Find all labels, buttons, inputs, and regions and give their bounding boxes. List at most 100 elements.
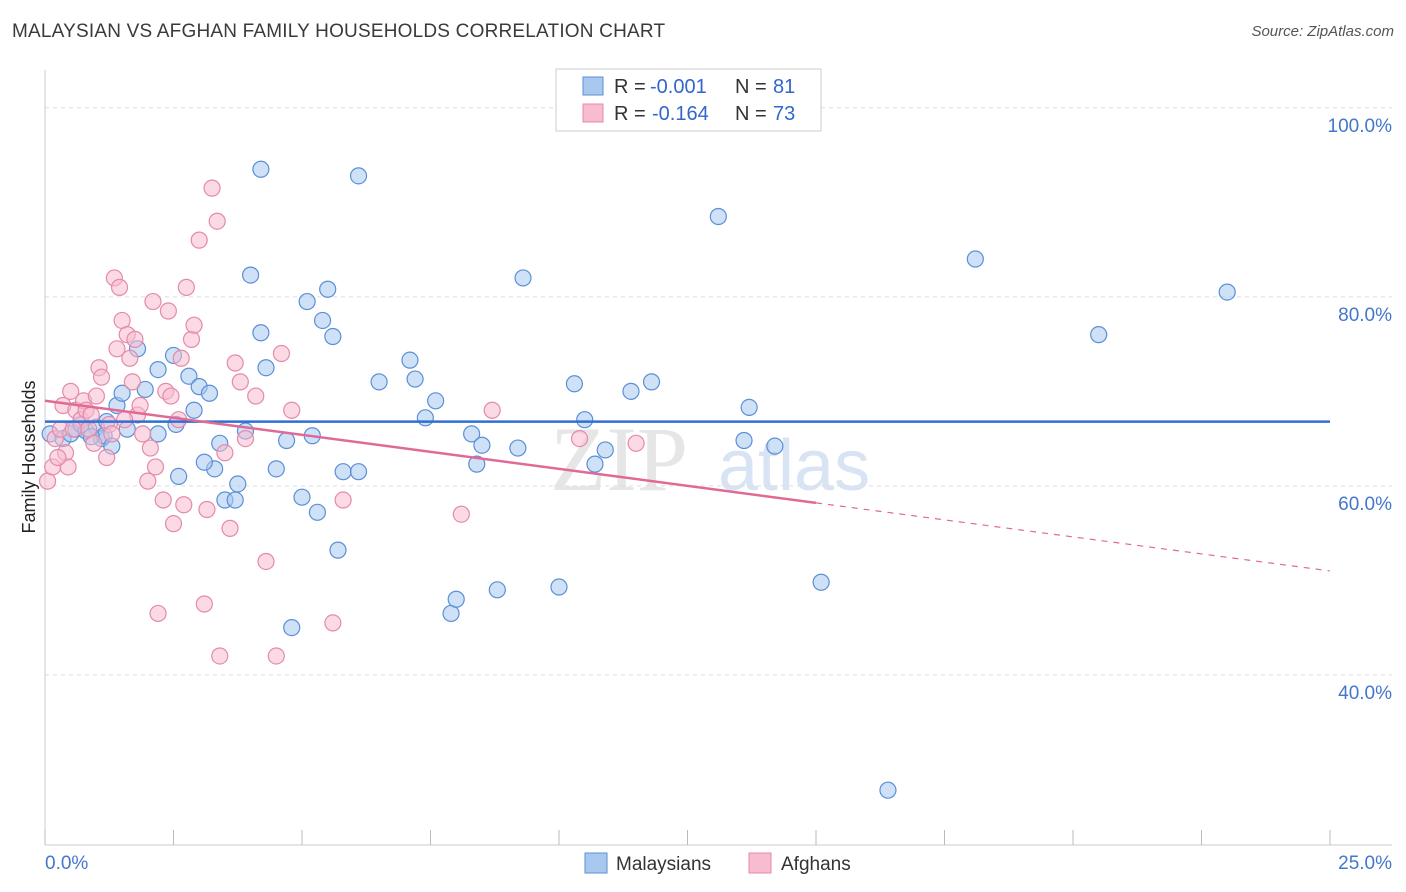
afghan-point bbox=[221, 519, 239, 537]
bottom-legend-label-malaysians: Malaysians bbox=[616, 854, 711, 875]
afghan-point bbox=[131, 396, 149, 415]
afghan-point bbox=[141, 439, 159, 457]
x-tick-label-min: 0.0% bbox=[45, 853, 88, 874]
afghan-point bbox=[203, 179, 221, 197]
bottom-legend-swatch-malaysians bbox=[584, 852, 608, 874]
malaysian-point bbox=[596, 441, 614, 459]
afghan-point bbox=[98, 448, 116, 467]
afghan-point bbox=[162, 387, 180, 405]
afghan-point bbox=[324, 614, 342, 632]
malaysian-point bbox=[642, 373, 661, 391]
y-tick-labels: 40.0% 60.0% 80.0% 100.0% bbox=[1328, 116, 1393, 704]
malaysian-point bbox=[308, 503, 327, 521]
afghan-point bbox=[103, 425, 121, 443]
malaysian-point bbox=[293, 488, 311, 506]
afghan-point bbox=[64, 420, 82, 438]
legend-n-value-malaysians: 81 bbox=[773, 76, 795, 98]
malaysian-point bbox=[252, 324, 270, 342]
malaysian-point bbox=[740, 398, 758, 417]
malaysian-point bbox=[170, 467, 188, 486]
malaysian-point bbox=[229, 475, 247, 493]
afghan-point bbox=[175, 496, 193, 514]
afghan-point bbox=[159, 302, 177, 320]
legend-r-label-afghans: R = bbox=[614, 103, 646, 125]
malaysian-point bbox=[1090, 326, 1108, 344]
y-axis-title: Family Households bbox=[19, 380, 39, 533]
afghan-point bbox=[216, 444, 234, 462]
malaysian-point bbox=[812, 573, 830, 591]
malaysian-point bbox=[334, 463, 352, 481]
afghan-point bbox=[247, 387, 265, 405]
legend-r-value-afghans: -0.164 bbox=[652, 103, 709, 125]
afghan-point bbox=[121, 349, 139, 367]
malaysian-point bbox=[401, 351, 419, 369]
afghan-point bbox=[267, 647, 285, 665]
x-tick-label-max: 25.0% bbox=[1338, 853, 1392, 874]
malaysian-point bbox=[406, 370, 424, 388]
afghan-point bbox=[257, 552, 275, 571]
malaysian-point bbox=[319, 280, 337, 298]
afghan-point bbox=[211, 647, 229, 665]
top-legend: R = -0.001 N = 81 R = -0.164 N = 73 bbox=[555, 68, 822, 132]
legend-n-label-malaysians: N = bbox=[735, 76, 767, 98]
afghan-point bbox=[108, 340, 126, 358]
malaysian-point bbox=[416, 409, 434, 427]
malaysian-point bbox=[966, 250, 984, 268]
afghan-point bbox=[226, 354, 244, 372]
malaysian-point bbox=[488, 581, 506, 599]
malaysian-point bbox=[370, 373, 388, 391]
malaysian-point bbox=[766, 437, 784, 455]
afghan-point bbox=[231, 373, 249, 391]
malaysian-point bbox=[298, 292, 316, 311]
y-tick-label-40: 40.0% bbox=[1338, 683, 1392, 704]
malaysian-point bbox=[324, 327, 342, 346]
malaysian-point bbox=[586, 455, 604, 473]
malaysian-point bbox=[735, 431, 753, 450]
malaysian-point bbox=[576, 411, 594, 429]
trendlines bbox=[44, 399, 1331, 572]
afghan-point bbox=[49, 448, 67, 467]
series-afghans bbox=[38, 179, 645, 665]
afghan-point bbox=[164, 515, 183, 533]
y-tick-label-60: 60.0% bbox=[1338, 494, 1392, 515]
source-credit: Source: ZipAtlas.com bbox=[1251, 23, 1394, 40]
malaysian-point bbox=[509, 439, 527, 457]
afghan-point bbox=[92, 368, 111, 386]
legend-n-label-afghans: N = bbox=[735, 103, 767, 125]
malaysian-point bbox=[550, 578, 568, 596]
afghan-point bbox=[236, 429, 255, 448]
malaysian-point bbox=[313, 311, 332, 330]
malaysian-point bbox=[195, 453, 213, 471]
malaysian-point bbox=[149, 361, 167, 379]
afghan-point bbox=[62, 382, 80, 400]
bottom-legend-label-afghans: Afghans bbox=[781, 854, 851, 875]
chart-title: MALAYSIAN VS AFGHAN FAMILY HOUSEHOLDS CO… bbox=[12, 21, 666, 42]
malaysian-point bbox=[226, 491, 244, 509]
afghan-point bbox=[134, 425, 152, 443]
malaysian-point bbox=[349, 167, 368, 185]
x-ticks bbox=[44, 830, 1331, 845]
malaysian-point bbox=[622, 382, 640, 400]
afghan-point bbox=[116, 411, 134, 429]
malaysian-point bbox=[149, 425, 167, 443]
afghan-point bbox=[146, 458, 165, 476]
malaysian-point bbox=[329, 541, 347, 559]
afghan-point bbox=[272, 344, 291, 363]
malaysian-point bbox=[565, 375, 584, 393]
legend-swatch-afghans bbox=[582, 103, 604, 123]
afghan-point bbox=[208, 212, 226, 230]
afghan-point bbox=[185, 316, 203, 334]
trendline-afghans bbox=[44, 399, 817, 505]
afghan-point bbox=[334, 491, 352, 509]
malaysian-point bbox=[136, 380, 154, 399]
malaysian-point bbox=[463, 425, 481, 443]
y-tick-label-80: 80.0% bbox=[1338, 305, 1392, 326]
malaysian-point bbox=[200, 384, 219, 402]
malaysian-point bbox=[349, 463, 368, 481]
malaysian-point bbox=[709, 207, 727, 226]
malaysian-point bbox=[242, 266, 260, 284]
afghan-point bbox=[182, 330, 201, 348]
malaysian-point bbox=[180, 367, 198, 385]
legend-swatch-malaysians bbox=[582, 76, 604, 96]
